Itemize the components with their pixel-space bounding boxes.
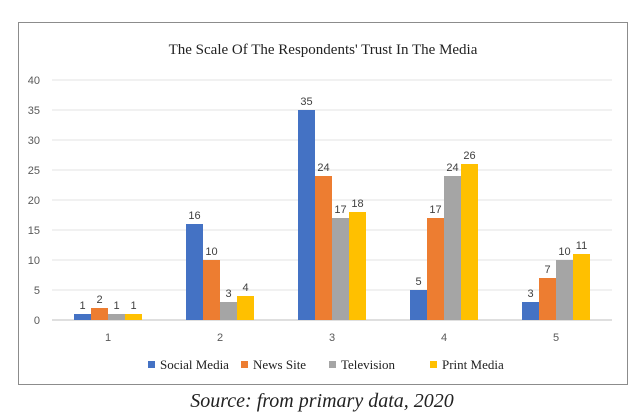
bar bbox=[349, 212, 366, 320]
data-label: 16 bbox=[188, 210, 200, 222]
data-label: 24 bbox=[446, 162, 458, 174]
legend-label: News Site bbox=[253, 357, 306, 372]
bar bbox=[298, 110, 315, 320]
bar bbox=[410, 290, 427, 320]
bars bbox=[74, 110, 590, 320]
legend-label: Print Media bbox=[442, 357, 504, 372]
bar-chart: The Scale Of The Respondents' Trust In T… bbox=[28, 42, 612, 372]
y-axis-ticks: 0 5 10 15 20 25 30 35 40 bbox=[28, 75, 40, 327]
data-label: 18 bbox=[351, 198, 363, 210]
y-tick-label: 15 bbox=[28, 225, 40, 237]
bar bbox=[74, 314, 91, 320]
bar bbox=[220, 302, 237, 320]
data-label: 4 bbox=[242, 282, 248, 294]
bar bbox=[444, 176, 461, 320]
figure-caption: Source: from primary data, 2020 bbox=[190, 390, 454, 412]
legend-label: Social Media bbox=[160, 357, 229, 372]
bar bbox=[461, 164, 478, 320]
data-label: 7 bbox=[544, 264, 550, 276]
bar bbox=[237, 296, 254, 320]
legend-swatch bbox=[148, 361, 155, 368]
legend-swatch bbox=[430, 361, 437, 368]
x-tick-label: 1 bbox=[105, 332, 111, 344]
chart-title: The Scale Of The Respondents' Trust In T… bbox=[169, 42, 478, 58]
data-label: 17 bbox=[334, 204, 346, 216]
data-label: 24 bbox=[317, 162, 329, 174]
bar bbox=[573, 254, 590, 320]
data-label: 3 bbox=[527, 288, 533, 300]
y-tick-label: 20 bbox=[28, 195, 40, 207]
bar bbox=[556, 260, 573, 320]
y-tick-label: 35 bbox=[28, 105, 40, 117]
bar bbox=[427, 218, 444, 320]
y-tick-label: 25 bbox=[28, 165, 40, 177]
x-tick-label: 4 bbox=[441, 332, 447, 344]
data-label: 1 bbox=[79, 300, 85, 312]
data-label: 26 bbox=[463, 150, 475, 162]
data-label: 17 bbox=[429, 204, 441, 216]
bar bbox=[108, 314, 125, 320]
data-label: 5 bbox=[415, 276, 421, 288]
data-label: 1 bbox=[130, 300, 136, 312]
bar bbox=[186, 224, 203, 320]
bar bbox=[125, 314, 142, 320]
y-tick-label: 5 bbox=[34, 285, 40, 297]
bar bbox=[539, 278, 556, 320]
data-label: 35 bbox=[300, 96, 312, 108]
y-tick-label: 0 bbox=[34, 315, 40, 327]
x-tick-label: 5 bbox=[553, 332, 559, 344]
data-label: 1 bbox=[113, 300, 119, 312]
y-tick-label: 30 bbox=[28, 135, 40, 147]
x-axis-ticks: 1 2 3 4 5 bbox=[105, 332, 559, 344]
data-label: 2 bbox=[96, 294, 102, 306]
legend-swatch bbox=[329, 361, 336, 368]
legend-label: Television bbox=[341, 357, 395, 372]
legend-swatch bbox=[241, 361, 248, 368]
x-tick-label: 2 bbox=[217, 332, 223, 344]
data-label: 10 bbox=[205, 246, 217, 258]
y-tick-label: 10 bbox=[28, 255, 40, 267]
x-tick-label: 3 bbox=[329, 332, 335, 344]
y-tick-label: 40 bbox=[28, 75, 40, 87]
bar bbox=[522, 302, 539, 320]
data-label: 11 bbox=[576, 240, 587, 252]
bar bbox=[315, 176, 332, 320]
gridlines bbox=[52, 79, 612, 321]
bar bbox=[203, 260, 220, 320]
bar bbox=[332, 218, 349, 320]
bar bbox=[91, 308, 108, 320]
data-label: 3 bbox=[225, 288, 231, 300]
legend: Social Media News Site Television Print Med… bbox=[148, 357, 504, 372]
data-label: 10 bbox=[558, 246, 570, 258]
